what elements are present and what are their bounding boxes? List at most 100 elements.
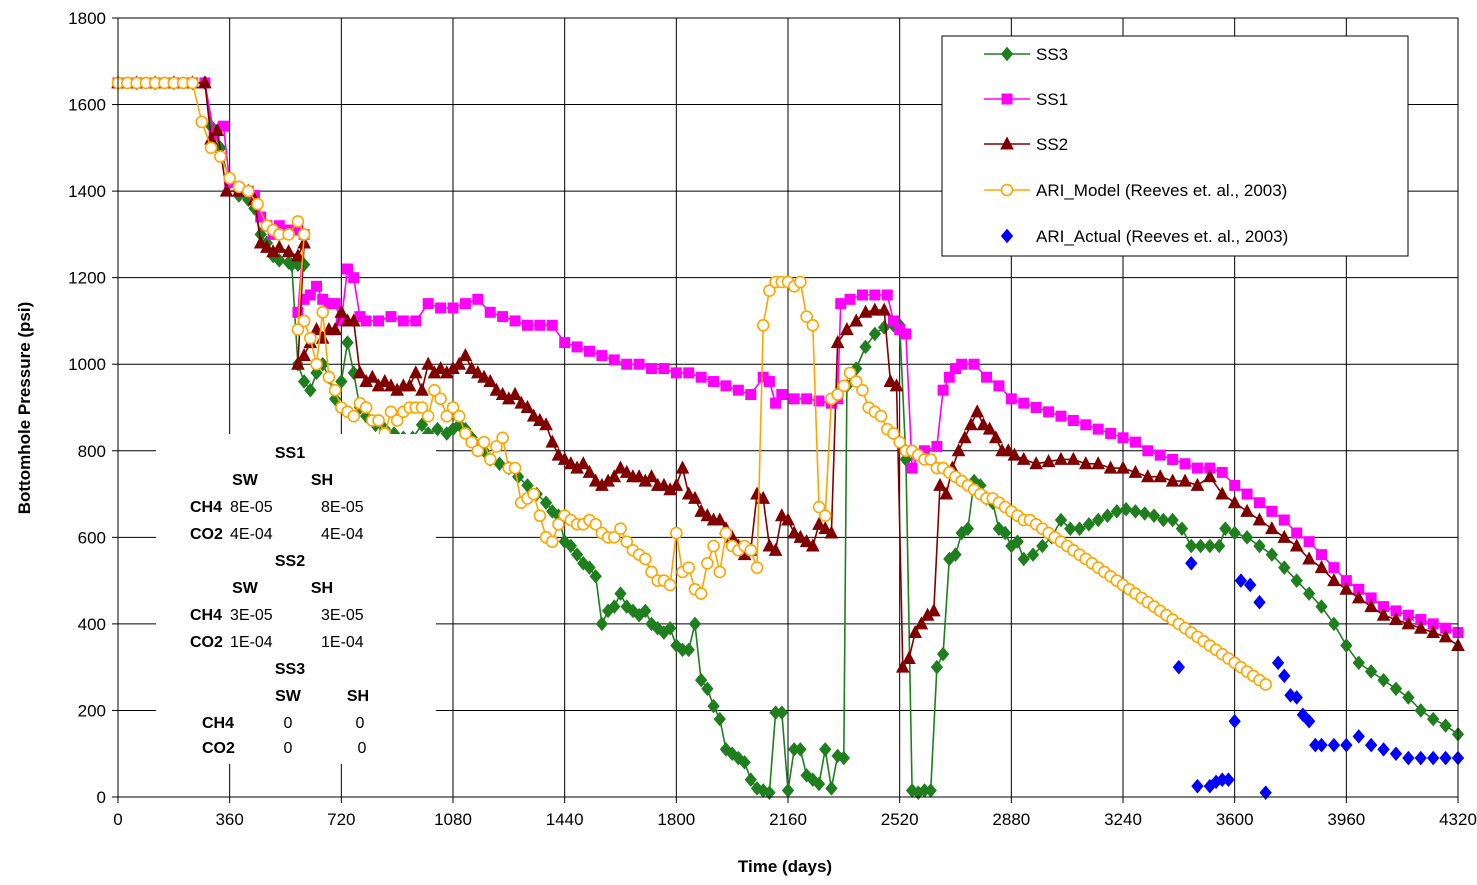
data-point-ari-actual (1278, 668, 1291, 684)
data-point-ss1 (763, 376, 775, 388)
data-point-ss2 (868, 302, 882, 316)
ss1-co2-sw: 4E-04 (230, 526, 273, 543)
legend: SS3 SS1 SS2 ARI_Model (Reeves et. al., 2003… (941, 35, 1409, 257)
x-tick-label: 1440 (546, 810, 584, 829)
data-point-ss3 (1203, 538, 1217, 554)
data-point-ari-actual (1172, 659, 1185, 675)
data-point-ss2 (1227, 495, 1242, 509)
data-point-ss2 (433, 360, 448, 375)
x-tick-label: 720 (327, 810, 355, 829)
data-point-ss1 (1142, 445, 1154, 457)
data-point-ss3 (595, 616, 609, 632)
legend-item-ari-actual: ARI_Actual (Reeves et. al., 2003) (1000, 227, 1288, 246)
data-point-ss2 (1277, 529, 1292, 543)
data-point-ss2 (793, 529, 808, 543)
data-point-ss1 (459, 298, 471, 310)
data-point-ss3 (583, 560, 596, 575)
data-point-ari-model (465, 435, 478, 449)
y-tick-label: 1000 (68, 355, 106, 374)
data-point-ss1 (1043, 406, 1055, 418)
data-point-ari-model (186, 76, 199, 90)
ss2-title: SS2 (275, 553, 305, 570)
data-point-ari-model (552, 518, 565, 531)
data-point-ss1 (993, 380, 1005, 392)
data-point-ari-model (589, 518, 602, 531)
data-point-ari-model (750, 561, 764, 574)
data-point-ss1 (844, 293, 856, 305)
data-point-ss3 (819, 742, 832, 757)
data-point-ss2 (830, 335, 845, 349)
data-point-ari-model (282, 228, 295, 241)
data-point-ari-actual (1271, 655, 1285, 671)
data-point-ss2 (334, 304, 349, 318)
data-point-ss1 (360, 315, 372, 327)
series-ss2 (111, 75, 1465, 673)
data-point-ss2 (353, 365, 367, 379)
data-point-ss1 (422, 298, 434, 310)
data-point-ari-model (446, 401, 460, 414)
data-point-ss3 (539, 495, 553, 510)
data-point-ari-actual (1414, 750, 1427, 766)
data-point-ss2 (669, 477, 684, 491)
data-point-ss2 (1007, 447, 1022, 461)
data-point-ss3 (639, 603, 652, 619)
data-point-ss3 (341, 335, 354, 350)
data-point-ss2 (377, 373, 392, 388)
data-point-ss1 (788, 393, 800, 405)
data-point-ss2 (902, 650, 916, 665)
data-point-ari-model (843, 366, 857, 380)
data-point-ari-model (924, 453, 937, 466)
data-point-ari-model (812, 500, 826, 514)
data-point-ss3 (1138, 506, 1151, 521)
data-point-ss3 (775, 705, 788, 720)
data-point-ari-model (428, 383, 441, 397)
data-point-ss2 (982, 421, 997, 435)
ss1-sh-header: SH (311, 472, 333, 489)
data-point-ari-model (347, 409, 361, 423)
data-point-ss2 (1327, 573, 1341, 587)
data-point-ss2 (291, 356, 305, 370)
data-point-ss3 (1315, 599, 1328, 614)
data-point-ss1 (608, 354, 620, 366)
data-point-ss2 (644, 469, 659, 483)
data-point-ss2 (291, 248, 305, 262)
data-point-ss3 (1082, 517, 1096, 532)
data-point-ss2 (951, 443, 966, 457)
data-point-ss3 (1340, 638, 1353, 653)
data-point-ss2 (1041, 454, 1056, 468)
data-point-ari-model (328, 383, 342, 397)
ss3-co2-sh: 0 (358, 740, 367, 757)
data-point-ari-model (694, 587, 708, 600)
data-point-ari-model (251, 197, 264, 211)
ss2-ch4-sw: 3E-05 (230, 607, 273, 624)
data-point-ss2 (483, 373, 498, 388)
data-point-ss1 (1303, 536, 1315, 548)
data-point-ss1 (348, 272, 360, 284)
series-ari-model (111, 76, 1272, 691)
x-tick-label: 2880 (992, 810, 1030, 829)
data-point-ss1 (633, 358, 645, 370)
data-point-ss2 (198, 75, 212, 89)
data-point-ss1 (720, 380, 732, 392)
data-point-ss1 (1241, 488, 1253, 500)
data-point-ss3 (1011, 534, 1024, 549)
legend-marker (1000, 46, 1014, 62)
data-point-ari-model (322, 370, 336, 384)
data-point-ari-model (291, 323, 305, 336)
x-tick-label: 3600 (1216, 810, 1254, 829)
data-point-ss1 (1092, 423, 1104, 435)
data-point-ss1 (937, 384, 949, 396)
data-point-ari-model (223, 171, 236, 185)
data-point-ss3 (794, 742, 807, 757)
data-point-ari-model (390, 414, 404, 427)
x-axis-title: Time (days) (738, 857, 832, 876)
data-point-ss2 (1016, 451, 1031, 465)
data-point-ss2 (526, 408, 541, 422)
data-point-ss1 (1266, 505, 1278, 517)
data-point-ss3 (936, 646, 950, 662)
y-tick-label: 1800 (68, 9, 106, 28)
data-point-ari-model (607, 531, 621, 544)
data-point-ss2 (272, 239, 287, 253)
data-point-ss2 (421, 356, 436, 370)
data-point-ari-actual (1352, 729, 1365, 744)
